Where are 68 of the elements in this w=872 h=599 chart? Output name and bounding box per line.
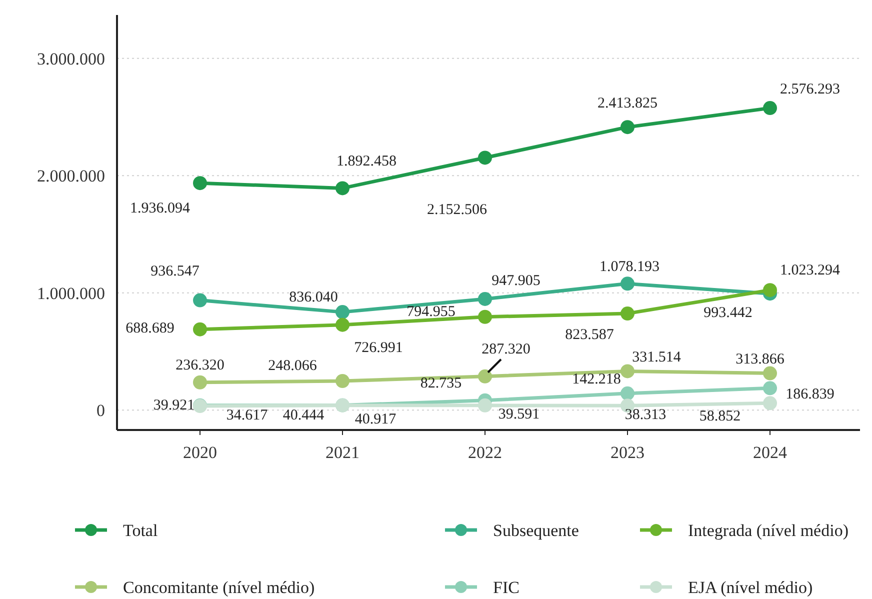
data-label: 82.735	[420, 376, 462, 392]
point	[336, 374, 350, 388]
point	[478, 150, 492, 165]
legend-label: FIC	[493, 578, 520, 597]
point	[478, 310, 492, 324]
x-tick-label: 2022	[468, 443, 502, 462]
data-label: 1.892.458	[336, 153, 396, 170]
legend-label: Concomitante (nível médio)	[123, 578, 315, 597]
data-label: 993.442	[704, 304, 752, 321]
data-label: 248.066	[268, 358, 318, 374]
data-label: 287.320	[482, 342, 530, 358]
data-label: 236.320	[176, 358, 224, 374]
point	[620, 386, 634, 400]
data-label: 2.152.506	[427, 202, 488, 218]
data-label: 58.852	[699, 408, 741, 424]
x-tick-label: 2020	[183, 443, 217, 462]
point	[336, 181, 350, 196]
point	[336, 305, 350, 320]
data-label: 688.689	[126, 320, 174, 337]
point	[478, 369, 492, 384]
x-tick-label: 2023	[610, 443, 644, 462]
point	[336, 318, 350, 332]
data-label: 2.576.293	[780, 81, 840, 98]
data-label: 947.905	[492, 273, 540, 290]
data-label: 1.023.294	[780, 262, 840, 278]
point	[620, 364, 634, 378]
point	[193, 322, 207, 336]
point	[193, 176, 207, 190]
data-label: 1.936.094	[130, 200, 190, 216]
legend-label: EJA (nível médio)	[688, 578, 813, 597]
point	[478, 398, 492, 412]
x-tick-label: 2021	[326, 443, 360, 462]
data-label: 331.514	[632, 349, 682, 366]
data-label: 313.866	[736, 352, 785, 368]
data-label: 142.218	[572, 372, 621, 388]
data-label: 186.839	[786, 386, 834, 402]
point	[763, 283, 777, 298]
y-tick-label: 2.000.000	[37, 166, 105, 186]
point	[478, 292, 492, 306]
data-label: 40.917	[354, 412, 397, 428]
point	[763, 366, 777, 380]
data-label: 38.313	[624, 406, 666, 423]
point	[620, 276, 634, 291]
legend-label: Integrada (nível médio)	[688, 520, 848, 540]
legend-label: Total	[123, 520, 158, 540]
point	[193, 375, 207, 390]
y-tick-label: 3.000.000	[37, 49, 105, 68]
point	[763, 101, 777, 116]
data-label: 1.078.193	[600, 258, 660, 275]
data-label: 936.547	[150, 264, 200, 280]
data-label: 823.587	[565, 326, 614, 343]
data-label: 40.444	[282, 408, 325, 424]
y-tick-label: 0	[96, 401, 105, 420]
data-label: 836.040	[289, 289, 338, 306]
data-label: 39.591	[498, 406, 540, 423]
point	[763, 396, 777, 410]
data-label: 34.617	[226, 407, 268, 424]
x-tick-label: 2024	[753, 443, 788, 462]
legend-label: Subsequente	[493, 520, 579, 540]
point	[620, 120, 634, 134]
point	[193, 293, 207, 308]
y-tick-label: 1.000.000	[37, 284, 105, 303]
data-label: 794.955	[406, 304, 456, 320]
data-label: 39.921	[153, 398, 195, 414]
point	[763, 381, 777, 396]
data-label: 2.413.825	[598, 95, 658, 112]
point	[620, 306, 634, 321]
data-label: 726.991	[354, 340, 403, 356]
